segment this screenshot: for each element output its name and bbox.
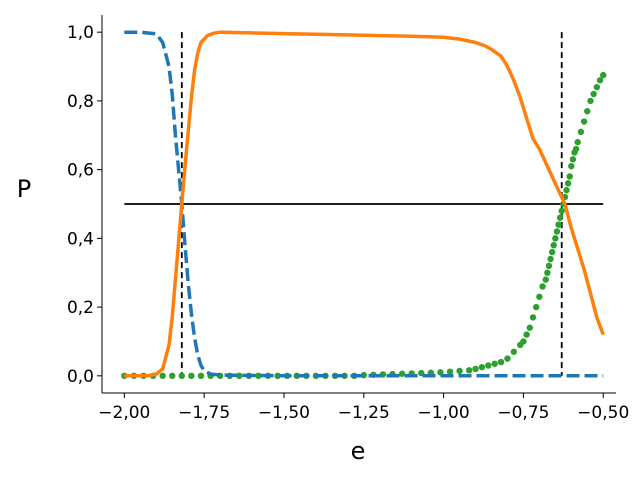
data-point: [504, 355, 511, 362]
data-point: [552, 235, 559, 242]
data-point: [478, 364, 486, 371]
data-point: [456, 367, 463, 375]
data-point: [520, 338, 527, 345]
data-point: [523, 331, 530, 338]
data-point: [529, 314, 537, 321]
data-point: [564, 180, 572, 187]
data-point: [178, 372, 186, 380]
data-point: [446, 368, 454, 375]
data-point: [159, 372, 166, 380]
data-point: [539, 283, 546, 290]
data-point: [574, 138, 581, 146]
data-point: [584, 108, 591, 115]
data-point: [556, 214, 564, 221]
x-axis-title: e: [351, 437, 366, 465]
data-point: [472, 365, 479, 373]
data-point: [558, 207, 565, 215]
y-tick-label: 0,0: [67, 367, 94, 387]
data-point: [526, 324, 534, 331]
x-tick-label: −1,50: [258, 403, 310, 423]
data-point: [553, 228, 561, 235]
x-tick-label: −1,75: [178, 403, 230, 423]
data-point: [437, 369, 444, 376]
data-point: [398, 370, 406, 377]
data-point: [548, 248, 556, 256]
data-point: [532, 303, 540, 311]
data-point: [577, 128, 585, 136]
y-tick-label: 1,0: [67, 23, 94, 43]
data-point: [568, 163, 575, 170]
y-tick-label: 0,6: [67, 161, 94, 181]
data-point: [555, 221, 562, 228]
y-tick-label: 0,4: [67, 229, 94, 249]
x-tick-label: −1,00: [418, 403, 470, 423]
x-tick-label: −0,75: [497, 403, 549, 423]
data-point: [596, 77, 604, 84]
series-orange-solid-line: [124, 30, 605, 378]
data-point: [536, 293, 543, 300]
data-point: [572, 145, 580, 153]
y-axis-title: P: [17, 175, 31, 203]
axes: [101, 15, 616, 394]
series-blue-dashed-line: [124, 30, 604, 378]
x-ticks: −2,00 −1,75 −1,50 −1,25 −1,00 −0,75 −0,50: [98, 393, 629, 423]
y-tick-label: 0,2: [67, 298, 94, 318]
data-point: [593, 83, 601, 91]
data-point: [569, 156, 577, 163]
x-tick-label: −1,25: [338, 403, 390, 423]
data-point: [188, 372, 195, 380]
series-layer: [121, 30, 607, 380]
data-point: [169, 372, 176, 380]
data-point: [465, 367, 473, 374]
y-tick-label: 0,8: [67, 92, 94, 112]
x-tick-label: −0,50: [577, 403, 629, 423]
reference-lines: [124, 32, 604, 376]
data-point: [545, 262, 553, 270]
data-point: [197, 372, 205, 380]
data-point: [563, 187, 570, 194]
data-point: [255, 372, 262, 380]
data-point: [510, 348, 518, 355]
y-ticks: 0,0 0,2 0,4 0,6 0,8 1,0: [67, 23, 102, 387]
data-point: [491, 360, 498, 367]
data-point: [590, 90, 597, 98]
x-tick-label: −2,00: [98, 403, 150, 423]
data-point: [550, 242, 557, 249]
data-point: [236, 372, 243, 380]
data-point: [580, 118, 588, 125]
data-point: [485, 362, 492, 369]
data-point: [544, 269, 551, 276]
data-point: [542, 276, 549, 283]
data-point: [497, 358, 505, 366]
data-point: [587, 97, 594, 105]
data-point: [547, 255, 554, 263]
data-point: [566, 173, 573, 180]
data-point: [600, 71, 607, 79]
